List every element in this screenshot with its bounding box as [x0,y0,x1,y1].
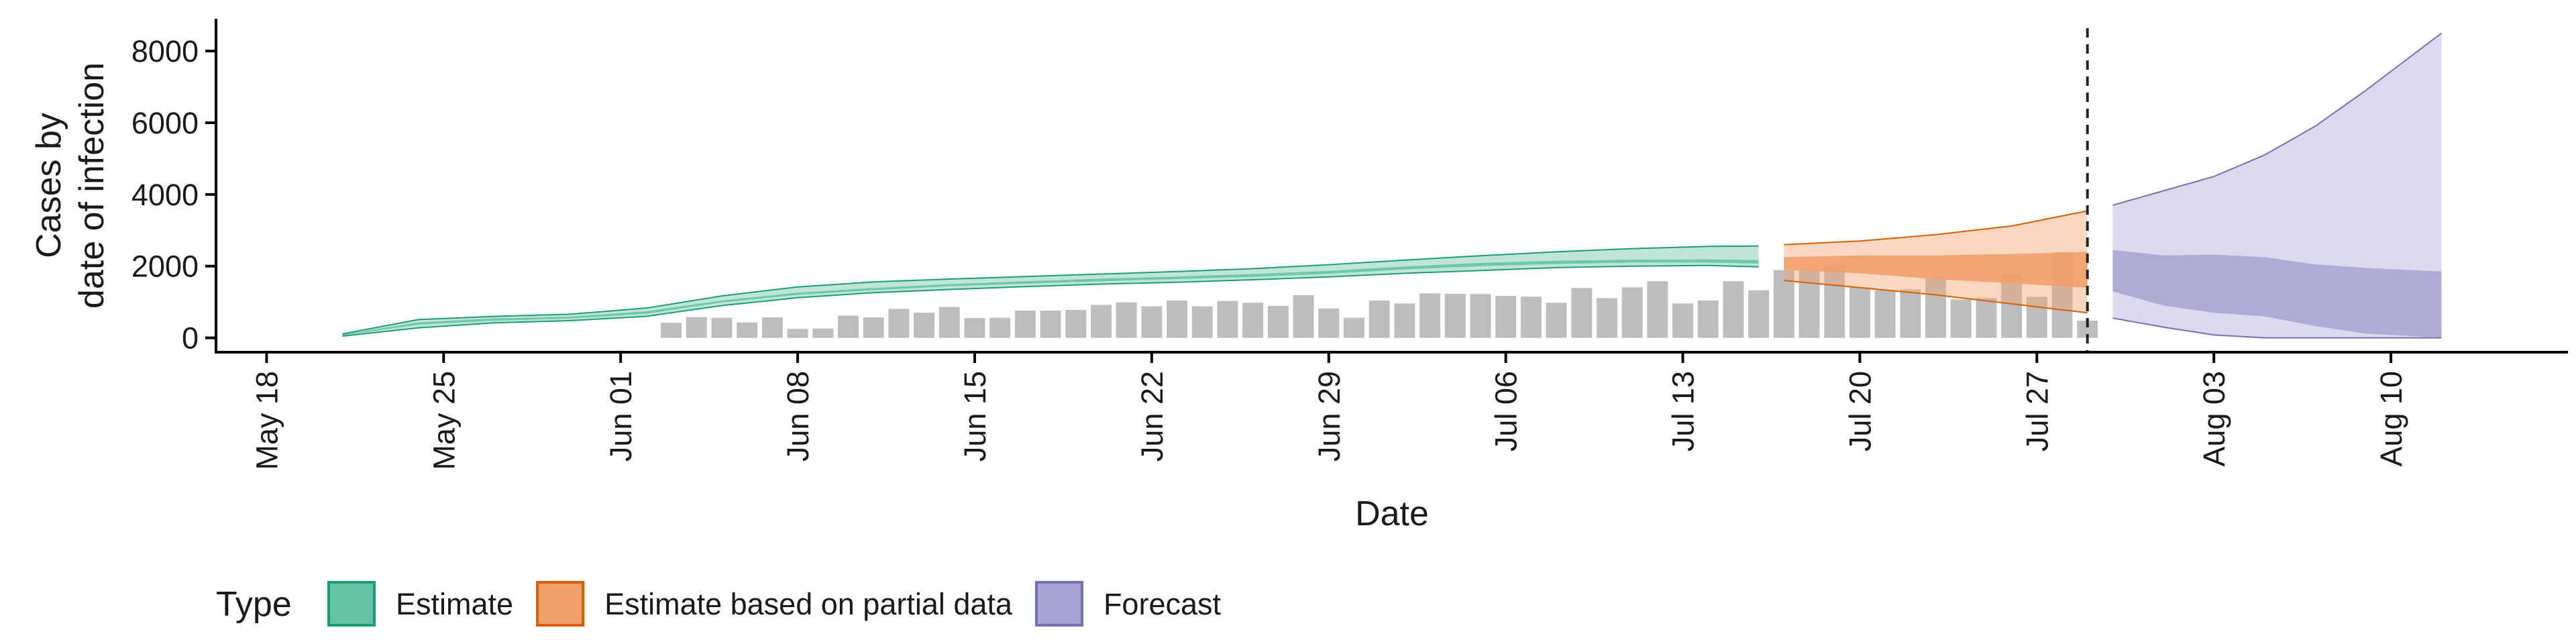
estimate-upper-edge [342,245,1759,335]
x-tick-label: Aug 10 [2374,371,2408,467]
forecast-upper-edge [2112,32,2443,206]
observed-case-bar [1419,293,1441,338]
legend: Type Estimate Estimate based on partial da… [216,581,1222,627]
y-tick-label: 0 [182,321,199,356]
observed-case-bar [1191,306,1213,338]
observed-case-bar [1040,311,1061,338]
y-axis-title-line: Cases by [30,113,68,258]
observed-case-bar [1976,298,1997,338]
observed-case-bar [1368,301,1390,338]
observed-case-bar [686,317,707,338]
observed-case-bar [661,323,682,338]
observed-case-bar [2026,297,2047,338]
observed-case-bar [1824,266,1845,338]
observed-case-bar [1900,289,1921,338]
observed-case-bar [1748,290,1770,338]
observed-case-bar [1697,301,1719,338]
observed-case-bar [1925,278,1946,338]
observed-case-bar [914,313,935,338]
observed-case-bar [1647,281,1668,338]
observed-case-bar [863,317,884,338]
observed-case-bar [1318,308,1340,338]
observed-case-bar [1621,287,1643,338]
y-tick-label: 2000 [131,250,199,284]
observed-case-bar [964,318,985,338]
x-tick-label: Jul 27 [2020,371,2054,451]
legend-swatch-estimate [327,581,376,627]
x-tick-label: May 18 [250,371,284,470]
observed-case-bar [938,307,960,338]
y-tick-label: 6000 [131,106,199,140]
x-tick-label: May 25 [427,371,461,470]
y-tick-label: 4000 [131,178,199,212]
x-tick-label: Jul 13 [1666,371,1701,451]
observed-case-bar [1217,301,1238,338]
observed-case-bars [661,252,2098,338]
observed-case-bar [1343,317,1364,338]
x-tick-label: Jun 22 [1135,371,1169,462]
observed-case-bar [1874,290,1896,338]
observed-case-bar [1167,301,1188,338]
estimate-based-on-partial-data-upper-edge [1784,210,2088,246]
estimate-based-on-partial-data-lower-edge [1784,280,2088,314]
y-tick-label: 8000 [131,34,199,68]
x-tick-label: Jun 15 [958,371,992,462]
observed-case-bar [1014,311,1036,338]
y-axis-ticks: 0 2000 4000 6000 8000 [131,34,216,356]
legend-swatch-estimate-based-on-partial-data [536,581,585,627]
observed-case-bar [1091,305,1112,338]
observed-case-bar [1596,298,1617,338]
legend-title: Type [216,585,292,624]
observed-case-bar [2001,273,2023,338]
observed-case-bar [1116,302,1137,338]
forecast-ribbon-50 [2112,250,2442,338]
observed-case-bar [1849,287,1870,338]
observed-case-bar [737,322,758,338]
observed-case-bar [1242,303,1264,338]
x-tick-label: Jun 01 [604,371,638,462]
estimate-ribbons [342,32,2443,339]
observed-case-bar [711,317,733,338]
legend-label-estimate: Estimate [396,587,513,621]
y-axis-title: Cases by date of infection [30,62,111,309]
observed-case-bar [1672,303,1693,338]
legend-label-forecast: Forecast [1104,587,1222,621]
estimate-based-on-partial-data-ribbon-50 [1784,252,2088,288]
observed-case-bar [787,329,808,338]
x-tick-label: Aug 03 [2197,371,2231,467]
x-tick-label: Jul 20 [1843,371,1877,451]
observed-case-bar [838,315,859,338]
x-axis-ticks: May 18 May 25 Jun 01 Jun 08 Jun 15 Jun 22 Jun … [250,352,2408,470]
legend-swatch-forecast [1034,581,1083,627]
x-tick-label: Jun 29 [1312,371,1346,462]
observed-case-bar [1723,281,1744,338]
observed-case-bar [1141,306,1163,338]
observed-case-bar [1394,303,1415,338]
observed-case-bar [1065,309,1087,338]
observed-case-bar [1950,299,1972,338]
x-tick-label: Jul 06 [1489,371,1523,451]
x-tick-label: Jun 08 [781,371,815,462]
observed-case-bar [1267,306,1289,338]
y-axis-title-line: date of infection [72,62,111,309]
observed-case-bar [1470,294,1491,338]
observed-case-bar [812,328,834,338]
legend-label-estimate-based-on-partial-data: Estimate based on partial data [604,587,1013,621]
forecast-lower-edge [2112,317,2442,339]
observed-case-bar [761,317,783,338]
estimate-lower-edge [342,264,1759,337]
observed-case-bar [1444,293,1466,338]
x-axis-title: Date [1355,494,1429,533]
observed-case-bar [1520,297,1542,338]
observed-case-bar [989,317,1011,338]
observed-case-bar [1495,296,1517,338]
observed-case-bar [1571,288,1593,338]
observed-case-bar [1546,303,1567,338]
observed-case-bar [1293,295,1314,338]
observed-case-bar [888,309,910,338]
